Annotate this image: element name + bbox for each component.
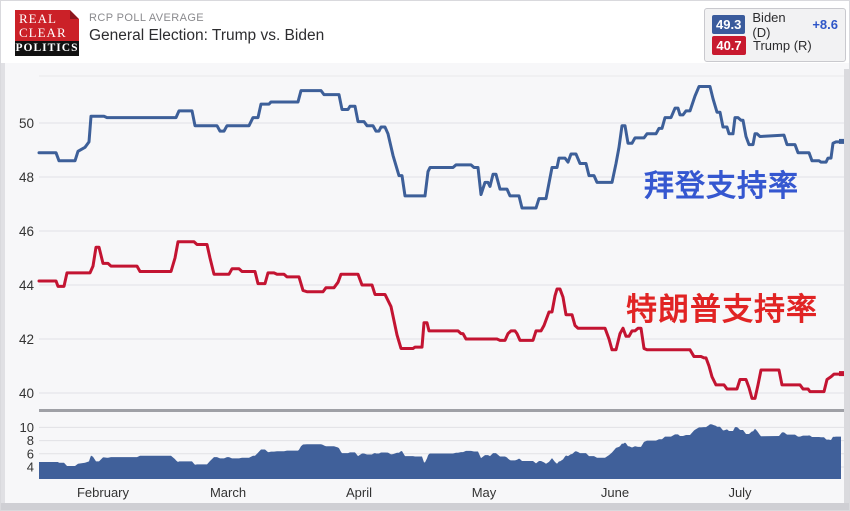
left-edge-strip: [1, 63, 5, 506]
biden-line: [37, 85, 843, 210]
logo-line-real: REAL: [19, 11, 57, 26]
header-bar: REAL CLEAR POLITICS RCP POLL AVERAGE Gen…: [1, 1, 849, 64]
month-label-february: February: [77, 485, 130, 500]
main-ytick-40: 40: [19, 386, 34, 401]
biden-legend-label: Biden (D): [752, 9, 786, 40]
biden-endpoint-marker: [839, 138, 844, 144]
month-label-april: April: [346, 485, 372, 500]
spread-area: [39, 424, 841, 479]
trump-legend-label: Trump (R): [753, 38, 812, 53]
trump-endpoint-marker: [839, 371, 844, 377]
legend-row-trump: 40.7 Trump (R): [712, 35, 838, 56]
month-axis-labels: February March April May June July: [77, 485, 752, 500]
main-ytick-48: 48: [19, 170, 34, 185]
trump-annotation: 特朗普支持率: [626, 292, 818, 327]
trump-value-badge: 40.7: [712, 36, 746, 55]
legend-row-biden: 49.3 Biden (D) +8.6: [712, 10, 838, 40]
main-ytick-42: 42: [19, 332, 34, 347]
month-label-june: June: [601, 485, 629, 500]
page-title: General Election: Trump vs. Biden: [89, 27, 325, 44]
rcp-logo: REAL CLEAR POLITICS: [15, 10, 79, 56]
rcp-logo-red-panel: REAL CLEAR: [15, 10, 79, 41]
month-label-july: July: [728, 485, 752, 500]
main-gridlines: 50 48 46 44 42 40: [19, 75, 847, 401]
biden-value-badge: 49.3: [712, 15, 746, 34]
biden-annotation: 拜登支持率: [644, 170, 799, 203]
trump-line: [37, 240, 843, 400]
logo-line-clear: CLEAR: [19, 25, 67, 40]
spread-value-label: +8.6: [812, 17, 838, 32]
logo-fold-cut: [70, 10, 79, 19]
month-label-may: May: [472, 485, 497, 500]
right-edge-strip: [844, 69, 849, 506]
main-ytick-44: 44: [19, 278, 35, 293]
spread-ytick-4: 4: [27, 460, 34, 475]
spread-ytick-6: 6: [27, 446, 34, 461]
kicker-label: RCP POLL AVERAGE: [89, 12, 205, 24]
bottom-edge-strip: [1, 503, 849, 510]
spread-ytick-10: 10: [20, 420, 34, 435]
spread-ytick-8: 8: [27, 433, 34, 448]
panel-separator: [39, 409, 849, 412]
logo-line-politics: POLITICS: [15, 41, 79, 56]
main-ytick-50: 50: [19, 116, 34, 131]
legend-box: 49.3 Biden (D) +8.6 40.7 Trump (R): [704, 8, 846, 62]
month-label-march: March: [210, 485, 246, 500]
main-ytick-46: 46: [19, 224, 34, 239]
